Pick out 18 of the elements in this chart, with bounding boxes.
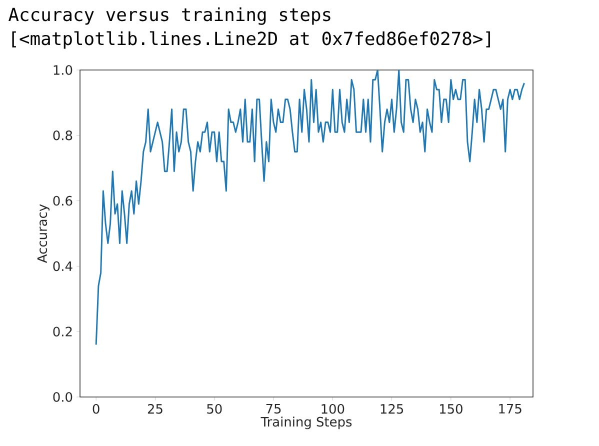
text: [<matplotlib.lines.Line2D at 0x7fed86ef0278>]: [12, 31, 490, 49]
x-tick-label: 25: [148, 404, 162, 414]
x-tick-label: 50: [207, 404, 222, 414]
x-tick-label: 0: [92, 404, 100, 414]
y-tick-label: 0.0: [53, 392, 72, 402]
chart-title: Accuracy versus training steps: [8, 7, 330, 25]
y-tick-label: 1.0: [54, 65, 72, 75]
x-tick-label: 75: [266, 404, 281, 414]
x-tick-label: 125: [380, 404, 404, 414]
x-tick-label: 175: [499, 404, 522, 414]
x-tick-label: 100: [322, 404, 344, 414]
x-tick-label: 150: [440, 404, 462, 414]
y-axis-title: Accuracy: [37, 204, 50, 263]
y-tick-label: 0.2: [53, 326, 72, 336]
y-tick-label: 0.8: [53, 130, 72, 140]
y-tick-label: 0.4: [53, 261, 72, 272]
x-axis-title: Training Steps: [260, 416, 352, 430]
y-tick-label: 0.6: [53, 196, 72, 206]
